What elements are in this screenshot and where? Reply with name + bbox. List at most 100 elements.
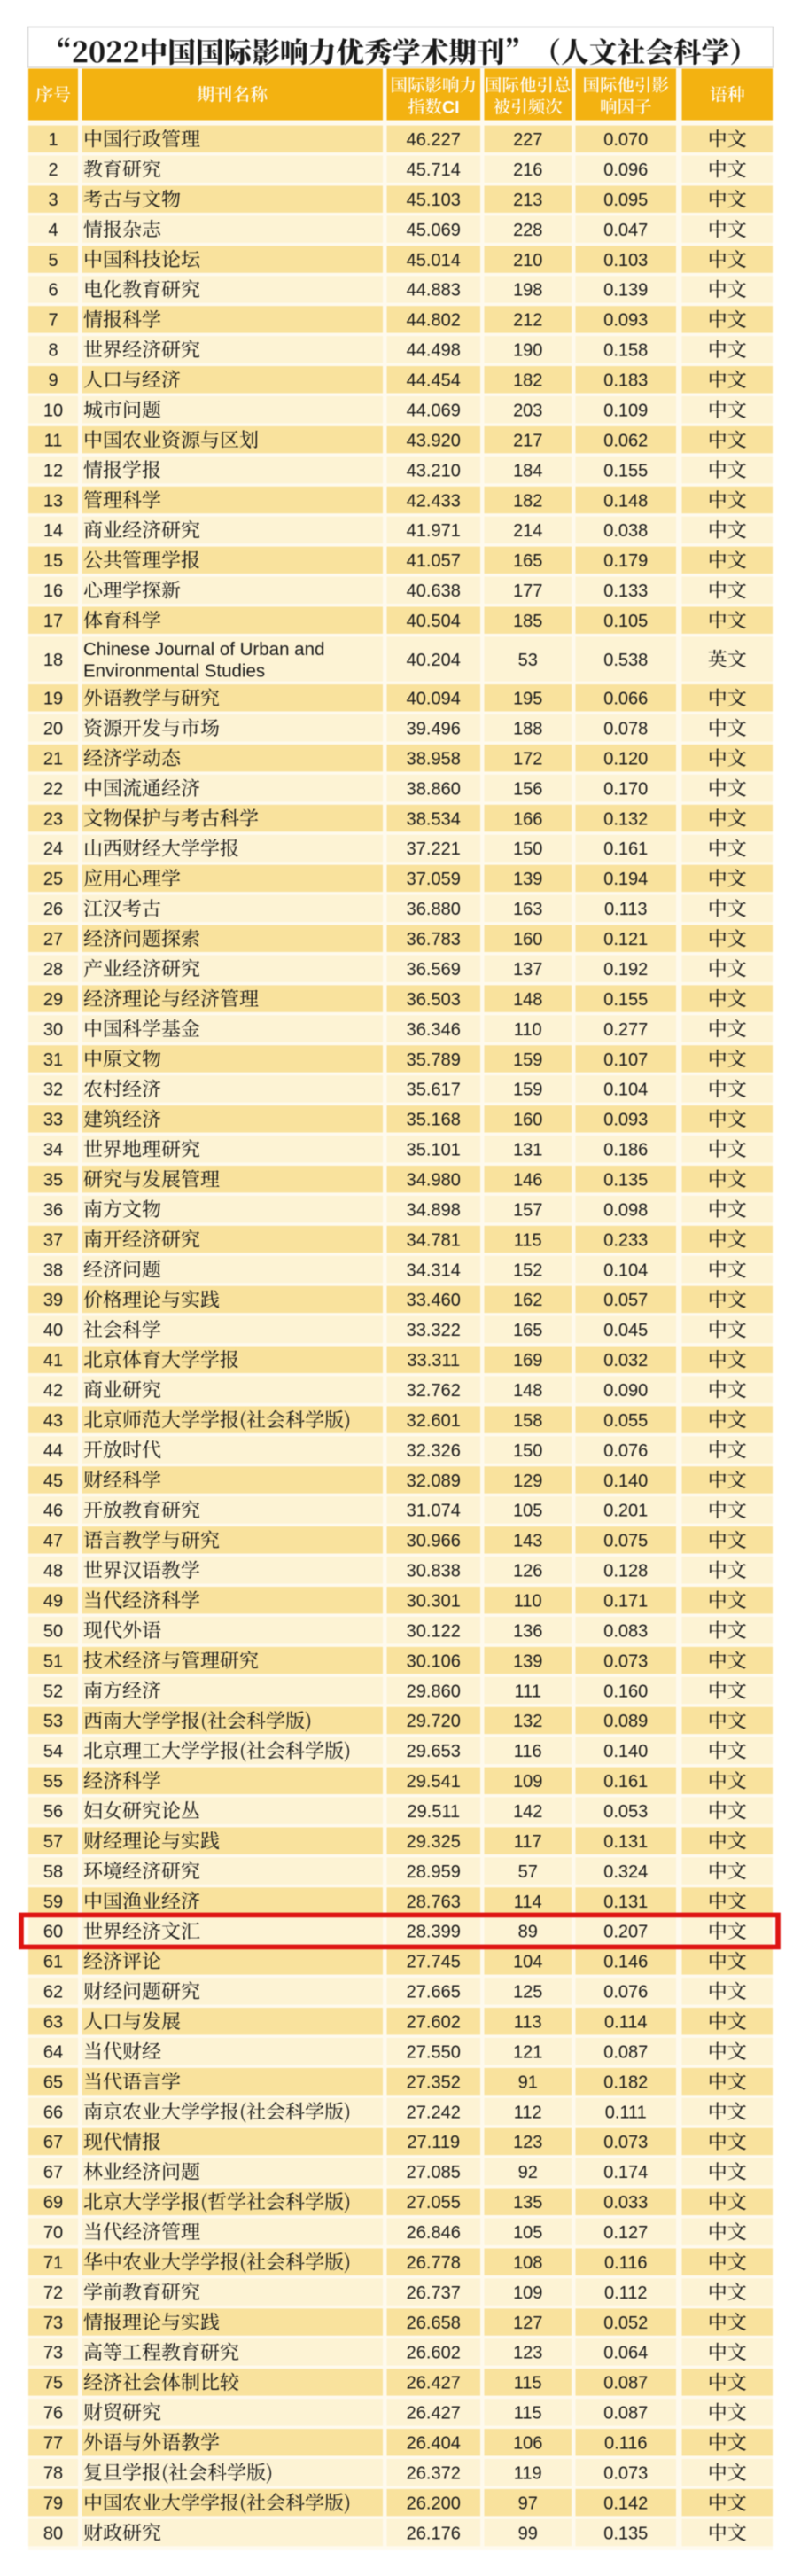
svg-text:116: 116 (514, 1742, 542, 1761)
svg-text:131: 131 (513, 1141, 542, 1160)
svg-text:42.433: 42.433 (407, 491, 461, 511)
svg-text:27.745: 27.745 (407, 1953, 461, 1972)
svg-text:44.454: 44.454 (407, 371, 461, 391)
svg-text:92: 92 (518, 2163, 538, 2182)
svg-text:34.898: 34.898 (407, 1200, 461, 1220)
svg-text:46.227: 46.227 (407, 130, 461, 150)
svg-text:135: 135 (513, 2193, 542, 2213)
svg-text:0.120: 0.120 (603, 749, 648, 769)
svg-text:23: 23 (43, 809, 63, 829)
svg-text:29.653: 29.653 (407, 1742, 461, 1761)
svg-text:38.860: 38.860 (407, 779, 461, 799)
svg-text:228: 228 (513, 221, 542, 240)
svg-text:0.057: 0.057 (603, 1291, 648, 1310)
svg-text:110: 110 (514, 1591, 542, 1611)
svg-text:114: 114 (514, 1893, 542, 1912)
svg-text:6: 6 (48, 281, 58, 301)
svg-text:26.737: 26.737 (407, 2283, 461, 2303)
svg-text:34.781: 34.781 (407, 1230, 461, 1250)
svg-text:41.971: 41.971 (407, 521, 461, 541)
svg-text:0.073: 0.073 (603, 2463, 648, 2483)
svg-text:0.070: 0.070 (603, 130, 648, 150)
svg-text:39: 39 (43, 1291, 63, 1310)
svg-text:27.242: 27.242 (407, 2103, 461, 2122)
svg-text:26.372: 26.372 (407, 2463, 461, 2483)
svg-text:36.346: 36.346 (407, 1020, 461, 1040)
svg-text:45.069: 45.069 (407, 221, 461, 240)
svg-text:71: 71 (43, 2253, 63, 2273)
svg-text:40.094: 40.094 (407, 690, 461, 709)
svg-text:26.404: 26.404 (407, 2434, 461, 2454)
svg-text:72: 72 (43, 2283, 63, 2303)
svg-text:CI: CI (442, 98, 460, 117)
svg-text:61: 61 (43, 1953, 63, 1972)
svg-text:35.617: 35.617 (407, 1081, 461, 1100)
svg-text:0.087: 0.087 (603, 2374, 648, 2393)
svg-text:0.183: 0.183 (603, 371, 648, 391)
svg-text:27.085: 27.085 (407, 2163, 461, 2182)
svg-text:43.210: 43.210 (407, 461, 461, 480)
svg-text:160: 160 (513, 1111, 542, 1130)
svg-text:26.846: 26.846 (407, 2223, 461, 2243)
svg-text:0.066: 0.066 (603, 690, 648, 709)
svg-text:27.055: 27.055 (407, 2193, 461, 2213)
svg-text:172: 172 (513, 749, 542, 769)
svg-text:0.170: 0.170 (603, 779, 648, 799)
svg-text:27.550: 27.550 (407, 2042, 461, 2062)
svg-text:44.069: 44.069 (407, 401, 461, 420)
svg-text:37: 37 (43, 1230, 63, 1250)
svg-text:57: 57 (43, 1832, 63, 1852)
svg-text:0.104: 0.104 (603, 1081, 648, 1100)
svg-text:0.142: 0.142 (603, 2494, 648, 2513)
svg-text:158: 158 (513, 1411, 542, 1431)
svg-text:184: 184 (513, 461, 542, 480)
svg-text:139: 139 (513, 870, 542, 889)
svg-text:0.033: 0.033 (603, 2193, 648, 2213)
svg-text:0.095: 0.095 (603, 191, 648, 210)
svg-text:188: 188 (513, 720, 542, 739)
svg-text:142: 142 (513, 1802, 542, 1822)
svg-text:Environmental Studies: Environmental Studies (83, 660, 265, 681)
svg-text:38.958: 38.958 (407, 749, 461, 769)
svg-text:216: 216 (513, 160, 542, 180)
svg-text:39.496: 39.496 (407, 720, 461, 739)
svg-text:55: 55 (43, 1772, 63, 1791)
svg-text:129: 129 (513, 1471, 542, 1491)
svg-text:30: 30 (43, 1020, 63, 1040)
svg-text:0.112: 0.112 (604, 2283, 648, 2303)
svg-text:0.087: 0.087 (603, 2042, 648, 2062)
svg-text:33.322: 33.322 (407, 1321, 461, 1340)
svg-text:28.959: 28.959 (407, 1862, 461, 1882)
svg-text:65: 65 (43, 2073, 63, 2092)
svg-text:32.762: 32.762 (407, 1381, 461, 1401)
svg-text:91: 91 (518, 2073, 538, 2092)
svg-text:33.460: 33.460 (407, 1291, 461, 1310)
svg-text:0.538: 0.538 (603, 651, 648, 670)
svg-text:43.920: 43.920 (407, 431, 461, 450)
svg-text:26.427: 26.427 (407, 2374, 461, 2393)
svg-text:0.158: 0.158 (603, 341, 648, 361)
svg-text:35.789: 35.789 (407, 1050, 461, 1070)
svg-text:12: 12 (43, 461, 63, 480)
svg-text:150: 150 (513, 1441, 542, 1461)
svg-text:0.083: 0.083 (603, 1621, 648, 1641)
svg-text:0.045: 0.045 (603, 1321, 648, 1340)
svg-text:0.192: 0.192 (603, 960, 648, 980)
svg-text:119: 119 (514, 2463, 542, 2483)
svg-text:109: 109 (513, 2283, 542, 2303)
svg-text:0.111: 0.111 (605, 2103, 647, 2122)
svg-text:0.135: 0.135 (603, 2524, 648, 2543)
svg-text:24: 24 (43, 839, 63, 859)
svg-text:11: 11 (44, 431, 63, 450)
svg-text:21: 21 (43, 749, 63, 769)
svg-text:28: 28 (43, 960, 63, 980)
svg-text:0.090: 0.090 (603, 1381, 648, 1401)
svg-text:97: 97 (518, 2494, 538, 2513)
svg-text:109: 109 (513, 1772, 542, 1791)
svg-text:13: 13 (43, 491, 63, 511)
svg-text:127: 127 (513, 2314, 542, 2333)
svg-text:0.073: 0.073 (603, 2133, 648, 2152)
svg-text:0.131: 0.131 (603, 1832, 648, 1852)
svg-text:70: 70 (43, 2223, 63, 2243)
svg-text:29.325: 29.325 (407, 1832, 461, 1852)
